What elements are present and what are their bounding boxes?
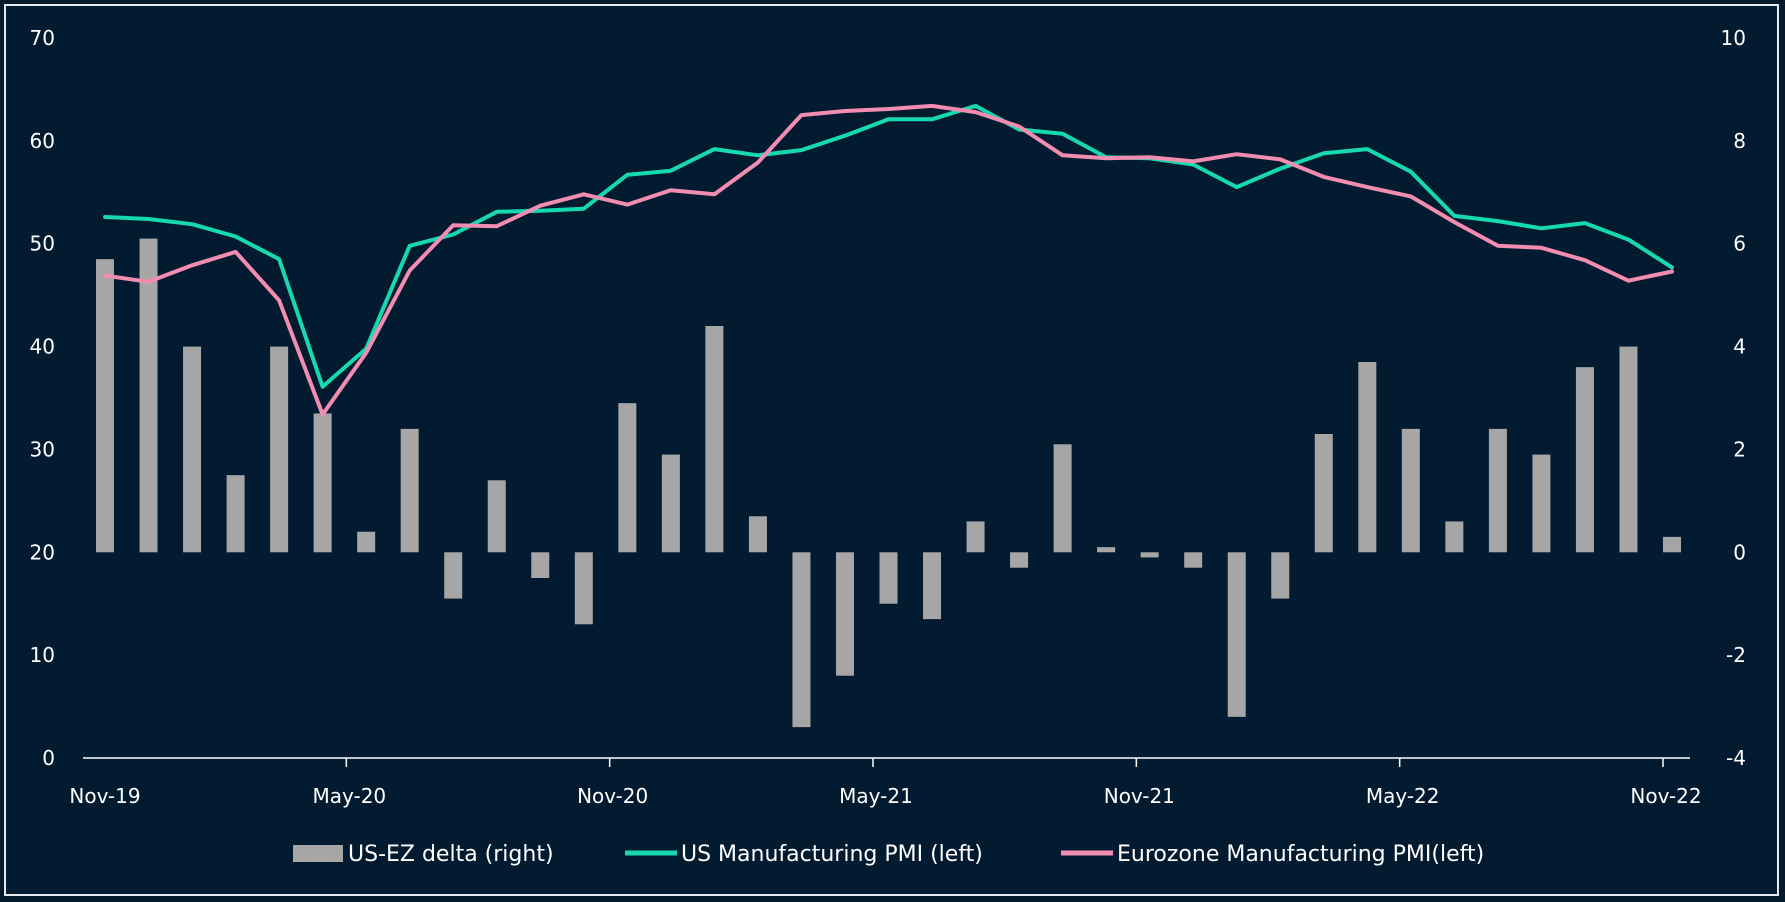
right-tick-label: 0 [1733, 540, 1746, 564]
left-axis-ticks: 0 10 20 30 40 50 60 70 [30, 26, 55, 770]
right-tick-label: 10 [1721, 26, 1746, 50]
x-tick-label: May-20 [312, 784, 386, 808]
bar-Apr-20 [313, 413, 332, 553]
x-tick-label: Nov-20 [577, 784, 648, 808]
bar-Sep-22 [1575, 367, 1594, 553]
bar-Jul-20 [444, 552, 463, 599]
bar-Jun-20 [400, 428, 419, 553]
x-tick-label: Nov-21 [1104, 784, 1175, 808]
legend-item-eurozone-pmi: Eurozone Manufacturing PMI(left) [1061, 842, 1484, 867]
bar-Nov-22 [1663, 536, 1681, 553]
left-tick-label: 0 [42, 746, 55, 770]
legend-label: US-EZ delta (right) [348, 842, 554, 867]
bar-Jul-22 [1488, 428, 1507, 553]
bar-May-21 [879, 552, 898, 604]
legend-item-us-pmi: US Manufacturing PMI (left) [625, 842, 983, 867]
left-tick-label: 50 [30, 232, 55, 256]
bar-Jun-21 [923, 552, 942, 620]
bar-May-20 [357, 531, 376, 553]
left-tick-label: 30 [30, 437, 55, 461]
left-tick-label: 70 [30, 26, 55, 50]
x-tick-label: May-21 [839, 784, 913, 808]
legend: US-EZ delta (right) US Manufacturing PMI … [293, 842, 1484, 867]
right-tick-label: 2 [1733, 437, 1746, 461]
bar-Nov-19 [96, 259, 114, 553]
line-series [103, 103, 1674, 417]
bar-Apr-22 [1358, 362, 1377, 553]
legend-label: Eurozone Manufacturing PMI(left) [1117, 842, 1484, 867]
right-tick-label: 8 [1733, 129, 1746, 153]
bar-Mar-20 [270, 346, 289, 553]
bar-Nov-20 [618, 403, 637, 553]
left-tick-label: 20 [30, 540, 55, 564]
legend-label: US Manufacturing PMI (left) [681, 842, 983, 867]
bar-Dec-19 [139, 238, 158, 553]
bar-Aug-21 [1010, 552, 1029, 568]
left-tick-label: 60 [30, 129, 55, 153]
x-tick-label: May-22 [1366, 784, 1440, 808]
bar-Feb-22 [1271, 552, 1290, 599]
x-tick-label: Nov-19 [69, 784, 140, 808]
legend-item-delta: US-EZ delta (right) [293, 842, 554, 867]
bar-Jul-21 [966, 521, 985, 553]
right-tick-label: 4 [1733, 335, 1746, 359]
bar-Feb-20 [226, 475, 245, 553]
bar-Sep-21 [1053, 444, 1072, 553]
bar-Apr-21 [835, 552, 854, 676]
legend-swatch [293, 845, 343, 862]
right-tick-label: -4 [1726, 746, 1746, 770]
bar-Jun-22 [1445, 521, 1464, 553]
eurozone-pmi-line [103, 103, 1674, 417]
bar-Mar-22 [1314, 434, 1333, 553]
bar-Feb-21 [748, 516, 767, 553]
bar-Oct-20 [574, 552, 593, 625]
left-tick-label: 40 [30, 335, 55, 359]
bar-series [96, 238, 1681, 728]
right-tick-label: 6 [1733, 232, 1746, 256]
left-tick-label: 10 [30, 643, 55, 667]
bar-Aug-20 [487, 480, 506, 553]
bar-May-22 [1401, 428, 1420, 553]
bar-Jan-20 [183, 346, 202, 553]
bar-Sep-20 [531, 552, 550, 578]
chart-frame [4, 4, 1779, 896]
x-axis-ticks: Nov-19 May-20 Nov-20 May-21 Nov-21 May-22 Nov-… [69, 758, 1702, 808]
bar-Dec-20 [661, 454, 680, 553]
bar-Nov-21 [1140, 552, 1159, 558]
bar-Mar-21 [792, 552, 811, 728]
bar-Dec-21 [1184, 552, 1203, 568]
x-tick-label: Nov-22 [1630, 784, 1701, 808]
right-axis-ticks: -4 -2 0 2 4 6 8 10 [1721, 26, 1746, 770]
bar-Jan-22 [1227, 552, 1246, 717]
bar-Oct-22 [1619, 346, 1638, 553]
bar-Oct-21 [1097, 547, 1116, 553]
us-pmi-line [103, 103, 1674, 389]
right-tick-label: -2 [1726, 643, 1746, 667]
bar-Aug-22 [1532, 454, 1551, 553]
bar-Jan-21 [705, 326, 724, 553]
